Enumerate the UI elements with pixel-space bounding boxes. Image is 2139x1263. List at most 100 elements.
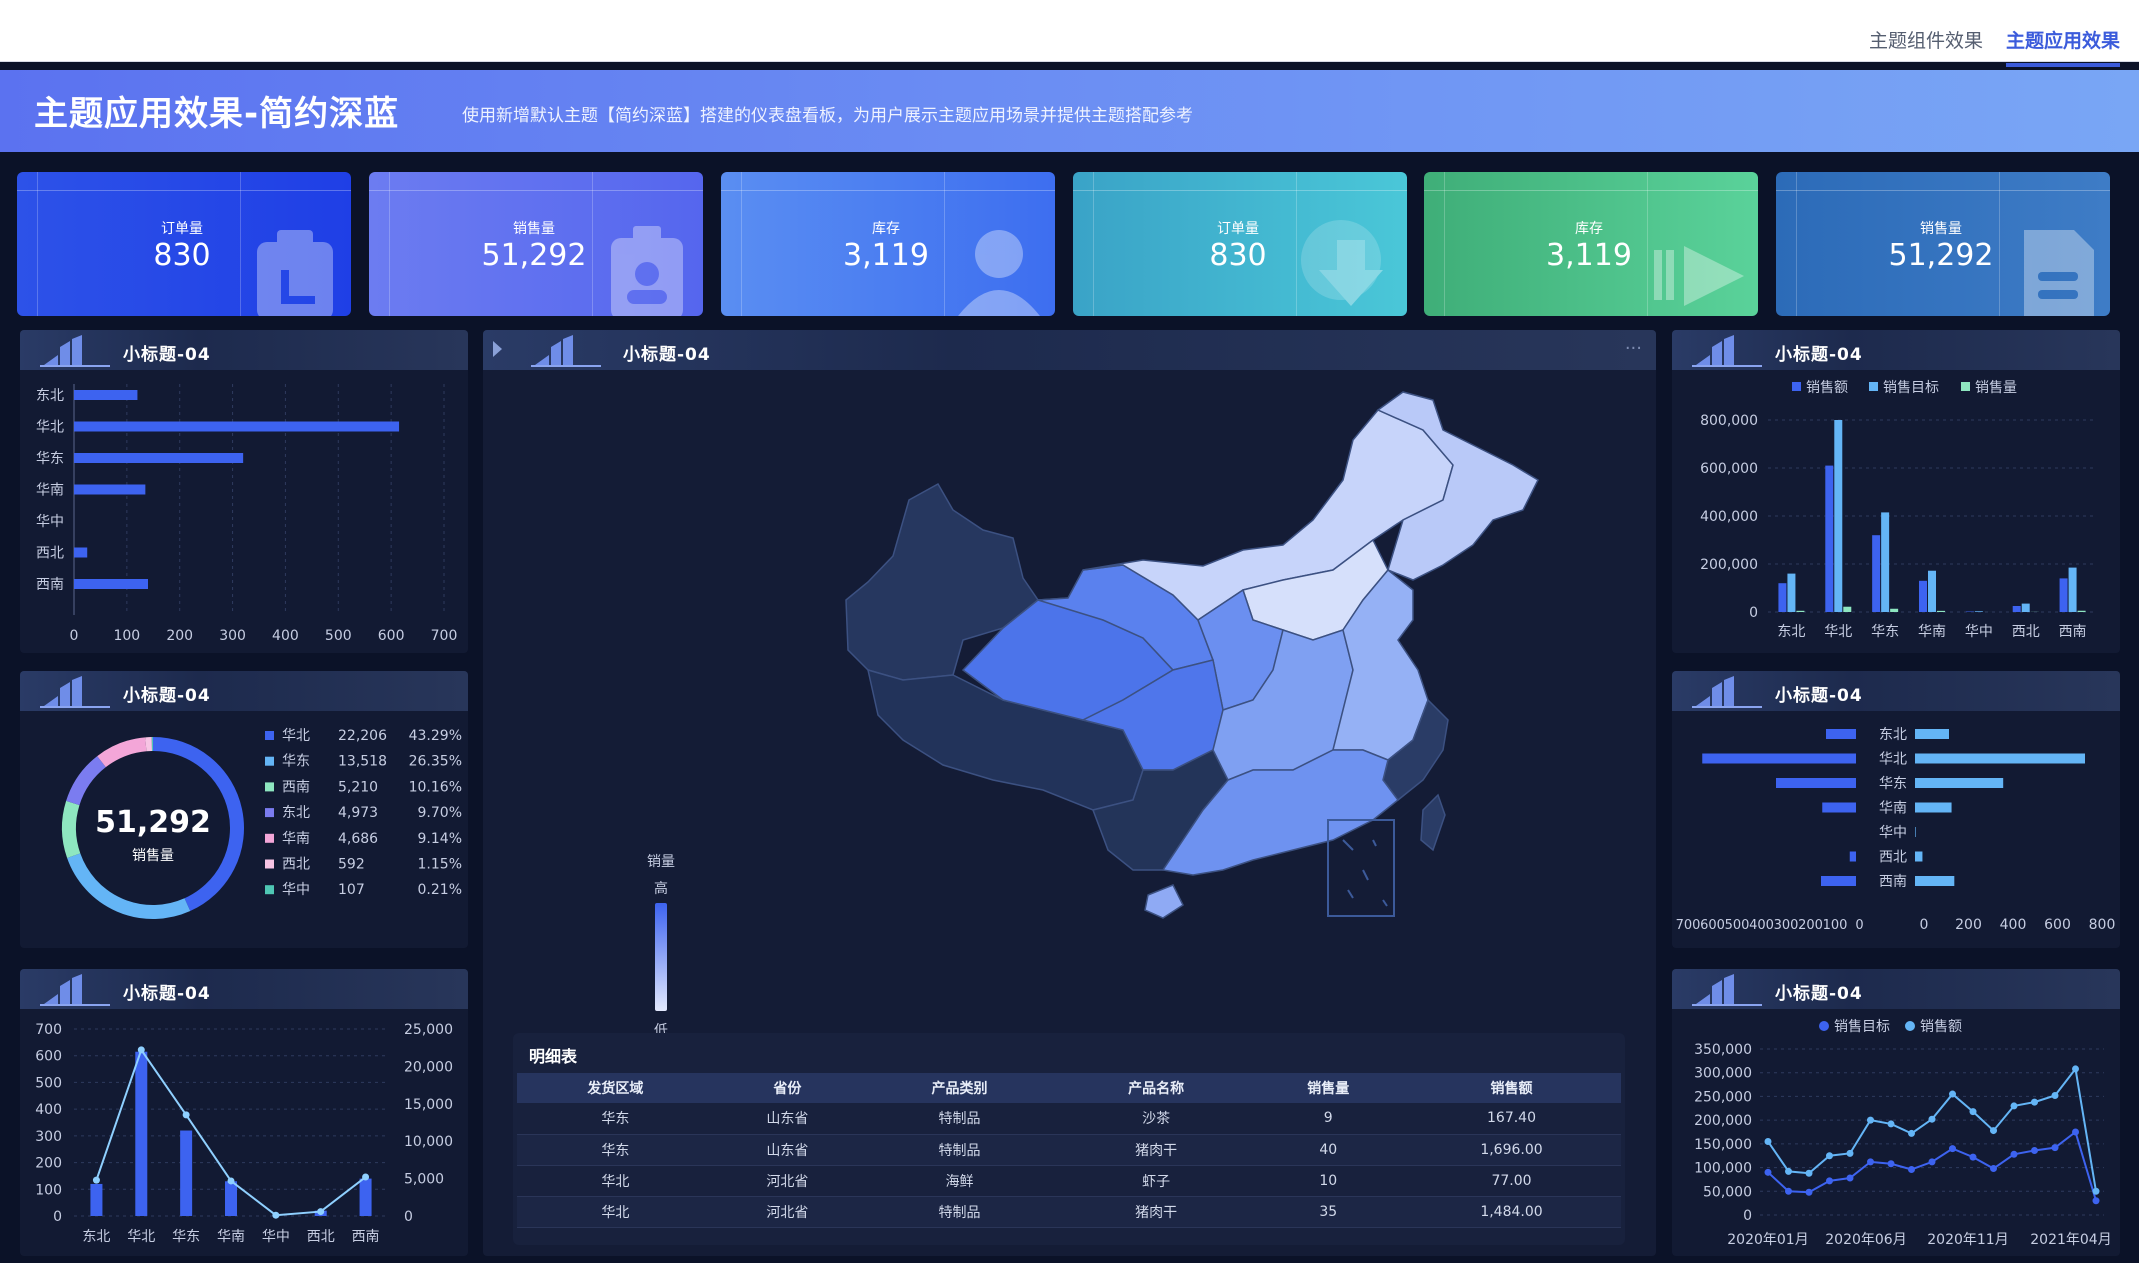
bar [1937, 610, 1945, 612]
axis-tick-label: 100 [113, 628, 140, 644]
legend-percent: 10.16% [409, 779, 462, 795]
panel-title: 小标题-04 [1775, 984, 1863, 1004]
table-cell: 10 [1254, 1165, 1403, 1197]
bar [74, 390, 138, 400]
kpi-label: 销售量 [1920, 221, 1962, 237]
bar-chart-icon [40, 974, 110, 1006]
card-grid-line [1776, 190, 2110, 191]
tab-theme-application[interactable]: 主题应用效果 [2006, 26, 2121, 67]
table-row[interactable]: 华东 山东省 特制品 猪肉干 40 1,696.00 [517, 1134, 1621, 1166]
tab-theme-components[interactable]: 主题组件效果 [1869, 30, 1984, 52]
table-header-cell[interactable]: 销售量 [1254, 1073, 1403, 1103]
kpi-card[interactable]: 订单量 830 [17, 172, 351, 316]
collapse-arrow-icon[interactable] [493, 341, 502, 357]
panel-header: 小标题-04 [1672, 969, 2120, 1009]
category-label: 华中 [262, 1229, 290, 1245]
category-label: 西北 [307, 1229, 335, 1245]
table-header-cell[interactable]: 省份 [713, 1073, 862, 1103]
legend-percent: 26.35% [409, 754, 462, 770]
data-point [2092, 1197, 2100, 1205]
kpi-label: 订单量 [1217, 221, 1259, 237]
axis-tick-label: 0 [1855, 918, 1863, 933]
bar [180, 1130, 193, 1216]
data-point [1928, 1158, 1936, 1166]
category-label: 西南 [36, 577, 64, 593]
card-grid-line [1093, 172, 1094, 316]
more-options-icon[interactable]: ··· [1624, 338, 1642, 359]
data-point [137, 1046, 145, 1054]
table-cell: 虾子 [1057, 1165, 1255, 1197]
category-label: 西北 [1879, 850, 1907, 866]
kpi-label: 订单量 [161, 221, 203, 237]
bar [2059, 578, 2068, 612]
data-point [2010, 1150, 2018, 1158]
bar [90, 1183, 103, 1216]
category-label: 东北 [82, 1229, 110, 1245]
table-row[interactable]: 华北 河北省 海鲜 虾子 10 77.00 [517, 1165, 1621, 1197]
data-point [1805, 1188, 1813, 1196]
legend-marker [1905, 1021, 1915, 1031]
data-point [1908, 1129, 1915, 1137]
category-label: 东北 [1777, 624, 1805, 640]
kpi-card[interactable]: 订单量 830 [1073, 172, 1407, 316]
data-point [2051, 1091, 2059, 1099]
table-cell: 167.40 [1402, 1103, 1621, 1135]
data-point [2031, 1098, 2038, 1106]
bar [74, 484, 146, 495]
table-header-cell[interactable]: 发货区域 [517, 1073, 714, 1103]
legend-swatch [1869, 382, 1878, 391]
panel-region-bar: 小标题-04 0 100 200 300 400 500 600 700 东北 华北 华东 华南 华中西… [20, 330, 468, 653]
table-cell: 猪肉干 [1057, 1134, 1255, 1166]
donut-slice [66, 756, 107, 806]
table-row[interactable]: 华东 山东省 特制品 沙茶 9 167.40 [517, 1103, 1621, 1135]
china-choropleth-map[interactable]: 销量 高 低 [483, 370, 1656, 1256]
data-point [1785, 1187, 1792, 1195]
bar-right [1915, 802, 1952, 813]
line-chart: 销售目标 销售额 0 50,000 100,000 150,000 200,000 250,0… [1694, 1019, 2112, 1248]
table-header-cell[interactable]: 产品名称 [1057, 1073, 1255, 1103]
series-line [1767, 1066, 2097, 1192]
kpi-card[interactable]: 销售量 51,292 [369, 172, 703, 316]
bar [1787, 573, 1796, 612]
table-cell: 猪肉干 [1057, 1196, 1255, 1228]
table-header-cell[interactable]: 销售额 [1402, 1073, 1621, 1103]
kpi-card[interactable]: 库存 3,119 [1424, 172, 1758, 316]
legend-swatch [1961, 382, 1970, 391]
legend-name: 东北 [282, 805, 310, 821]
kpi-card[interactable]: 销售量 51,292 [1776, 172, 2110, 316]
axis-tick-label: 600 [2044, 917, 2071, 933]
combo-bar-line-chart: 0 100 200 300 400 500 600 700 0 5,000 10,000 15,000… [35, 1022, 453, 1245]
table-header-cell[interactable]: 产品类别 [861, 1073, 1058, 1103]
legend-value: 5,210 [338, 779, 378, 795]
category-label: 华南 [1879, 801, 1907, 817]
card-grid-line [369, 190, 703, 191]
axis-tick-label: 0 [1749, 605, 1758, 621]
kpi-card[interactable]: 库存 3,119 [721, 172, 1055, 316]
legend-name: 西北 [282, 857, 310, 873]
bar [1825, 465, 1834, 612]
legend-percent: 1.15% [418, 857, 462, 873]
card-grid-line [944, 172, 945, 316]
kpi-value: 3,119 [1546, 238, 1632, 273]
bar-right [1915, 876, 1955, 886]
table-cell: 特制品 [861, 1134, 1058, 1166]
bar-right [1915, 851, 1923, 862]
legend-percent: 0.21% [418, 882, 462, 898]
axis-tick-label: 200 [35, 1156, 62, 1172]
bar [1843, 606, 1852, 612]
panel-title: 小标题-04 [123, 686, 211, 706]
data-point [1990, 1127, 1997, 1135]
kpi-value: 51,292 [481, 238, 587, 273]
axis-tick-label: 15,000 [404, 1097, 453, 1113]
table-row[interactable]: 华北 河北省 特制品 猪肉干 35 1,484.00 [517, 1196, 1621, 1228]
bar [2012, 606, 2021, 612]
bar-right [1915, 827, 1916, 837]
legend-percent: 43.29% [409, 728, 462, 744]
axis-tick-label: 300 [35, 1129, 62, 1145]
axis-tick-label: 400 [2000, 917, 2027, 933]
table-cell: 山东省 [713, 1103, 862, 1135]
legend-name: 华东 [282, 754, 310, 770]
bar-left [1826, 729, 1856, 739]
data-point [1969, 1153, 1977, 1161]
